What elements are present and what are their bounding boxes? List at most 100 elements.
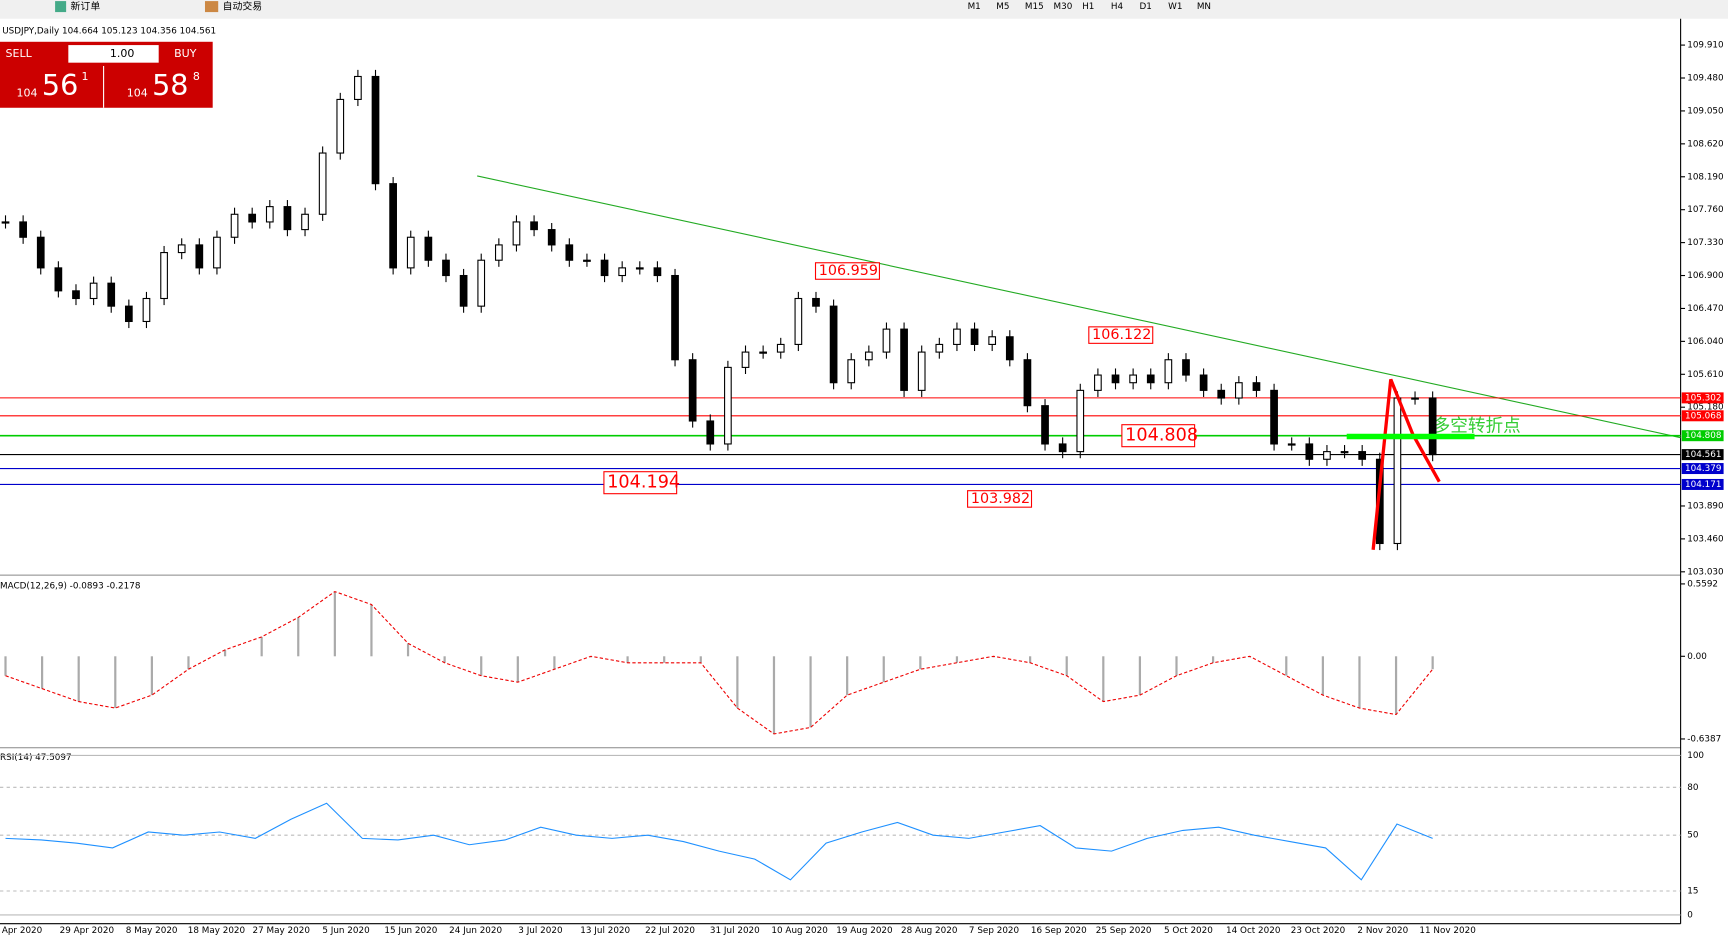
price-tick-label: 105.610 bbox=[1687, 370, 1724, 380]
candle bbox=[213, 236, 221, 269]
candle bbox=[688, 359, 697, 422]
candle bbox=[653, 267, 662, 277]
rsi-tick-label: 15 bbox=[1687, 886, 1698, 896]
candle bbox=[706, 420, 715, 445]
annotation-box bbox=[1121, 424, 1196, 448]
candle bbox=[1323, 451, 1331, 460]
candle bbox=[494, 244, 503, 261]
annotation: 103.982 bbox=[971, 491, 1030, 507]
candle bbox=[1358, 451, 1367, 460]
candle bbox=[301, 213, 309, 231]
macd-bar bbox=[1285, 656, 1288, 676]
timeframe[interactable]: H1 bbox=[1082, 2, 1094, 12]
candle bbox=[336, 98, 345, 154]
price-tick-label: 107.330 bbox=[1687, 238, 1724, 248]
candle bbox=[1305, 443, 1314, 460]
candle bbox=[36, 236, 45, 269]
trade-panel: SELL 1.00 BUY 104 56 1 104 58 8 bbox=[0, 41, 213, 108]
macd-bar bbox=[77, 656, 80, 702]
level-label: 104.561 bbox=[1685, 450, 1721, 460]
lot-input[interactable] bbox=[68, 45, 159, 63]
candle bbox=[371, 75, 380, 185]
sell-button[interactable] bbox=[0, 43, 45, 64]
auto-trading[interactable]: 自动交易 bbox=[223, 0, 263, 13]
timeframe[interactable]: M5 bbox=[996, 2, 1009, 12]
candle bbox=[953, 328, 961, 345]
macd-bar bbox=[626, 656, 629, 663]
macd-bar bbox=[882, 656, 885, 683]
timeframe[interactable]: H4 bbox=[1111, 2, 1124, 12]
level-label: 104.379 bbox=[1685, 464, 1721, 474]
lot[interactable]: 1.00 bbox=[110, 47, 135, 60]
macd-bar bbox=[260, 636, 263, 657]
price-tick-label: 109.480 bbox=[1687, 74, 1724, 84]
date-label: 29 Apr 2020 bbox=[60, 926, 115, 936]
timeframe[interactable]: M15 bbox=[1025, 2, 1044, 12]
candle bbox=[917, 351, 926, 391]
macd-bar bbox=[370, 604, 373, 657]
date-label: 28 Aug 2020 bbox=[901, 926, 958, 936]
annotation: 104.194 bbox=[607, 473, 680, 493]
candle bbox=[89, 282, 98, 300]
candle bbox=[1234, 382, 1243, 399]
price-tick-label: 107.760 bbox=[1687, 205, 1724, 215]
timeframe[interactable]: W1 bbox=[1168, 2, 1182, 12]
macd-bar bbox=[955, 656, 959, 663]
buy[interactable]: BUY bbox=[174, 47, 197, 60]
macd-bar bbox=[1029, 656, 1032, 663]
candle bbox=[1393, 397, 1402, 545]
sell[interactable]: SELL bbox=[6, 47, 33, 60]
candle bbox=[741, 351, 750, 368]
rsi-tick-label: 0 bbox=[1687, 910, 1693, 920]
annotation: 104.808 bbox=[1125, 426, 1198, 446]
level-label: 105.302 bbox=[1685, 393, 1721, 403]
icon[interactable] bbox=[55, 1, 67, 13]
candle bbox=[1005, 336, 1014, 361]
date-label: 27 May 2020 bbox=[253, 926, 311, 936]
macd-bar bbox=[443, 656, 446, 663]
candle bbox=[988, 336, 997, 345]
date-label: Apr 2020 bbox=[2, 926, 43, 936]
candle bbox=[1111, 374, 1120, 384]
timeframe[interactable]: M1 bbox=[968, 2, 981, 12]
date-label: 5 Oct 2020 bbox=[1164, 926, 1213, 936]
candle bbox=[794, 297, 803, 345]
candle bbox=[1287, 443, 1296, 446]
price-tick-label: 103.460 bbox=[1687, 534, 1724, 544]
candle bbox=[600, 259, 609, 277]
timeframe[interactable]: D1 bbox=[1140, 2, 1152, 12]
candle bbox=[477, 259, 486, 307]
candle bbox=[547, 229, 556, 246]
candle bbox=[1146, 374, 1155, 384]
candle bbox=[389, 183, 397, 269]
macd-bar bbox=[406, 643, 410, 657]
candle bbox=[354, 75, 362, 100]
rsi-tick-label: 80 bbox=[1687, 783, 1699, 793]
candle bbox=[882, 328, 891, 353]
candle bbox=[1270, 389, 1278, 445]
macd-bar bbox=[1102, 656, 1105, 702]
candle bbox=[512, 221, 521, 246]
level-label: 104.171 bbox=[1685, 480, 1721, 490]
candle bbox=[265, 206, 274, 223]
candle bbox=[1428, 397, 1437, 456]
level-label: 105.068 bbox=[1685, 411, 1721, 421]
icon[interactable] bbox=[204, 1, 219, 13]
candle bbox=[829, 305, 838, 384]
timeframe[interactable]: M30 bbox=[1054, 2, 1073, 12]
timeframe[interactable]: MN bbox=[1197, 2, 1211, 12]
candle bbox=[1023, 359, 1032, 407]
macd-bar bbox=[699, 656, 702, 663]
macd-bar bbox=[187, 656, 190, 670]
annotation: 106.959 bbox=[819, 263, 878, 279]
candle bbox=[847, 359, 856, 384]
ask-small: 8 bbox=[193, 70, 200, 83]
bid-digits: 56 bbox=[42, 68, 78, 102]
macd-bar bbox=[809, 656, 812, 728]
macd-bar bbox=[772, 656, 776, 734]
date-label: 11 Nov 2020 bbox=[1419, 926, 1476, 936]
candle bbox=[530, 221, 538, 231]
new-order[interactable]: 新订单 bbox=[71, 0, 101, 13]
